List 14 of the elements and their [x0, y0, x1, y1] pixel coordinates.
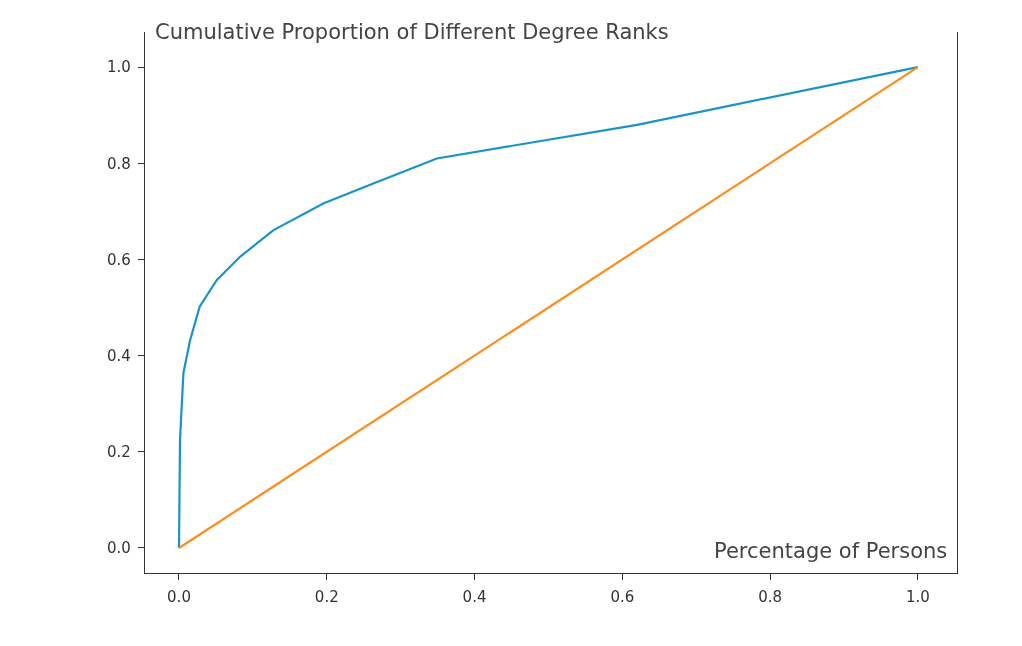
y-tick-label: 0.8	[106, 154, 131, 173]
x-tick-label: 0.4	[462, 588, 487, 607]
y-tick-label: 0.4	[106, 346, 131, 365]
y-tick-label: 0.6	[106, 250, 131, 269]
x-tick-label: 0.6	[610, 588, 635, 607]
x-tick-label: 0.0	[167, 588, 191, 607]
y-axis-title: Cumulative Proportion of Different Degree Ranks	[155, 20, 669, 44]
y-tick-label: 0.0	[106, 539, 131, 558]
x-tick-label: 1.0	[905, 588, 930, 607]
y-tick-label: 1.0	[106, 58, 131, 77]
y-tick-label: 0.2	[106, 443, 131, 462]
x-tick-label: 0.8	[758, 588, 782, 607]
x-axis-title: Percentage of Persons	[714, 539, 948, 563]
x-tick-label: 0.2	[314, 588, 339, 607]
